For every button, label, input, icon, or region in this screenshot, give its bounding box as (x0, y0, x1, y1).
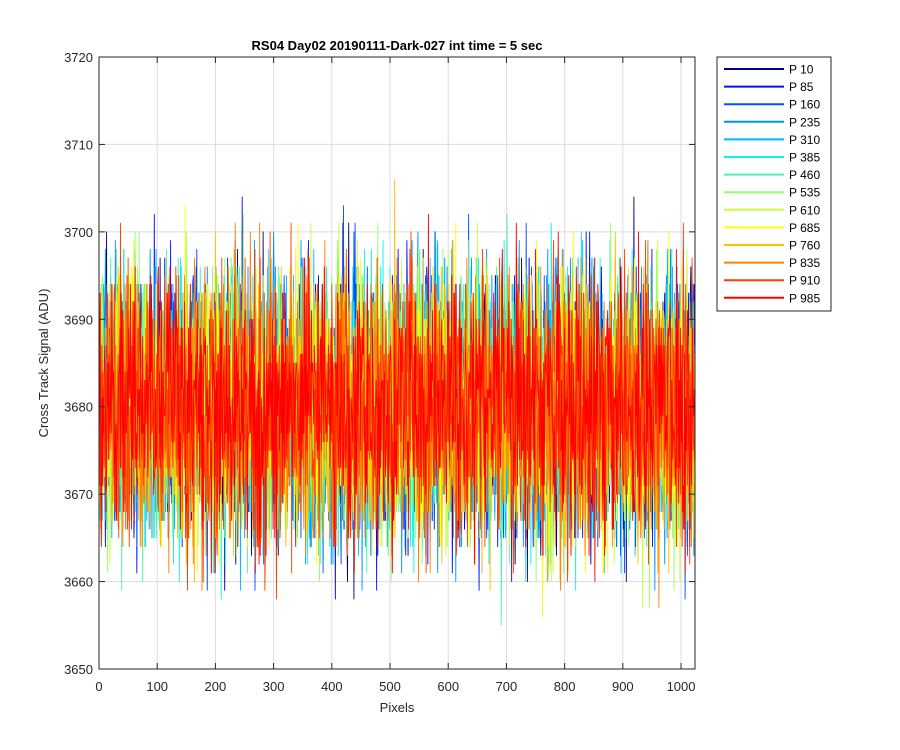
x-tick-label: 900 (612, 679, 634, 694)
legend-label: P 10 (789, 63, 814, 77)
legend-label: P 460 (789, 168, 820, 182)
y-tick-label: 3690 (64, 312, 93, 327)
legend-label: P 835 (789, 256, 820, 270)
legend-label: P 310 (789, 133, 820, 147)
x-tick-label: 1000 (667, 679, 696, 694)
x-tick-label: 500 (379, 679, 401, 694)
y-tick-label: 3680 (64, 400, 93, 415)
chart-title: RS04 Day02 20190111-Dark-027 int time = … (252, 38, 543, 53)
y-tick-label: 3720 (64, 50, 93, 65)
x-axis-label: Pixels (380, 700, 415, 715)
legend-label: P 235 (789, 115, 820, 129)
y-tick-label: 3650 (64, 662, 93, 677)
y-axis-label: Cross Track Signal (ADU) (36, 289, 51, 438)
x-tick-label: 200 (205, 679, 227, 694)
x-tick-label: 400 (321, 679, 343, 694)
x-tick-label: 800 (554, 679, 576, 694)
x-tick-label: 100 (146, 679, 168, 694)
legend-box (716, 56, 832, 312)
series-layer (99, 178, 695, 626)
plot-axes-box (98, 56, 696, 670)
x-tick-label: 700 (496, 679, 518, 694)
legend-label: P 760 (789, 239, 820, 253)
legend-label: P 385 (789, 151, 820, 165)
series-line-p-985 (99, 213, 695, 583)
y-tick-label: 3710 (64, 137, 93, 152)
legend-label: P 85 (789, 80, 814, 94)
legend-label: P 535 (789, 186, 820, 200)
y-tick-label: 3660 (64, 575, 93, 590)
legend-label: P 610 (789, 203, 820, 217)
y-tick-label: 3700 (64, 225, 93, 240)
legend: P 10 P 85 P 160 P 235 P 310 P 385 P 460 P 535 P … (716, 56, 832, 312)
axis-ticks: 0 100 200 300 400 500 600 700 800 900 1000 3650 3660… (64, 50, 695, 694)
x-tick-label: 0 (95, 679, 102, 694)
legend-label: P 160 (789, 98, 820, 112)
legend-label: P 985 (789, 291, 820, 305)
legend-label: P 910 (789, 274, 820, 288)
y-tick-label: 3670 (64, 487, 93, 502)
x-tick-label: 300 (263, 679, 285, 694)
legend-label: P 685 (789, 221, 820, 235)
x-tick-label: 600 (437, 679, 459, 694)
